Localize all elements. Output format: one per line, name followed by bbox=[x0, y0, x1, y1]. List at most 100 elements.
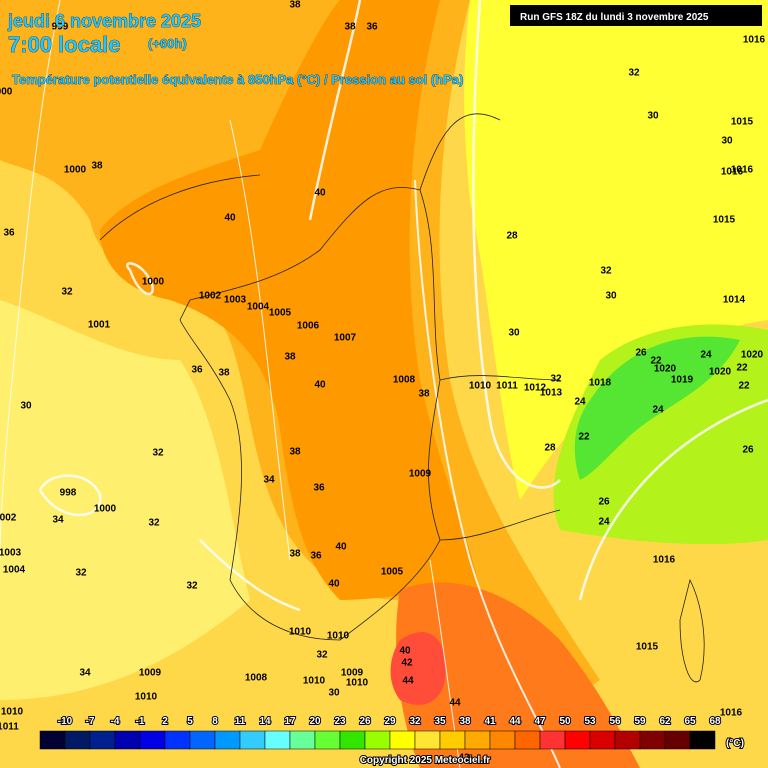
legend-tick: 56 bbox=[609, 716, 621, 727]
map-label: 1010 bbox=[346, 678, 369, 689]
field-green bbox=[574, 336, 740, 480]
map-label: 998 bbox=[60, 488, 77, 499]
legend-tick: -10 bbox=[58, 716, 73, 727]
map-label: 38 bbox=[418, 389, 430, 400]
map-label: 36 bbox=[191, 365, 203, 376]
map-label: 40 bbox=[314, 380, 326, 391]
legend-tick: -7 bbox=[86, 716, 95, 727]
legend-swatch bbox=[489, 730, 516, 750]
legend-swatch bbox=[364, 730, 391, 750]
legend-swatch bbox=[189, 730, 216, 750]
map-label: 1003 bbox=[224, 295, 247, 306]
legend-tick: 14 bbox=[259, 716, 271, 727]
subtitle: Température potentielle équivalente à 85… bbox=[12, 72, 463, 87]
map-label: 1005 bbox=[269, 308, 292, 319]
map-label: 42 bbox=[458, 753, 470, 764]
map-label: 1012 bbox=[524, 383, 547, 394]
map-label: 1010 bbox=[289, 627, 312, 638]
map-label: 38 bbox=[289, 549, 301, 560]
legend-swatch bbox=[139, 730, 166, 750]
field-yellow bbox=[464, 0, 768, 500]
map-label: 1006 bbox=[297, 321, 320, 332]
map-label: 38 bbox=[284, 352, 296, 363]
map-label: 38 bbox=[289, 447, 301, 458]
map-label: 000 bbox=[0, 87, 13, 98]
legend-tick: 47 bbox=[534, 716, 546, 727]
map-label: 1011 bbox=[0, 722, 19, 733]
map-label: 32 bbox=[148, 518, 160, 529]
legend-tick: 8 bbox=[212, 716, 218, 727]
map-label: 1000 bbox=[94, 504, 117, 515]
map-label: 1005 bbox=[381, 567, 404, 578]
map-label: 32 bbox=[61, 287, 73, 298]
legend-swatch bbox=[339, 730, 366, 750]
legend-tick: 23 bbox=[334, 716, 346, 727]
map-label: 1013 bbox=[540, 388, 563, 399]
map-label: 1009 bbox=[341, 668, 364, 679]
map-label: 1009 bbox=[409, 469, 432, 480]
legend-swatch bbox=[464, 730, 491, 750]
legend-tick: 44 bbox=[509, 716, 521, 727]
map-label: 40 bbox=[314, 188, 326, 199]
map-label: 38 bbox=[91, 161, 103, 172]
map-label: 1009 bbox=[139, 668, 162, 679]
map-label: 22 bbox=[736, 363, 748, 374]
map-label: 32 bbox=[628, 68, 640, 79]
map-label: 28 bbox=[506, 231, 518, 242]
time: 7:00 locale bbox=[8, 32, 121, 57]
map-label: 1016 bbox=[743, 35, 766, 46]
field-orange-red bbox=[396, 582, 640, 768]
legend-tick: 5 bbox=[187, 716, 193, 727]
isobar bbox=[472, 0, 561, 489]
map-label: 38 bbox=[344, 22, 356, 33]
legend-swatch bbox=[289, 730, 316, 750]
legend-swatch bbox=[539, 730, 566, 750]
legend-swatch bbox=[564, 730, 591, 750]
legend-swatch bbox=[314, 730, 341, 750]
map-label: 30 bbox=[605, 291, 617, 302]
map-label: 40 bbox=[335, 542, 347, 553]
map-label: 1016 bbox=[653, 555, 676, 566]
map-label: 42 bbox=[401, 658, 413, 669]
map-label: 1018 bbox=[589, 378, 612, 389]
legend-tick: -4 bbox=[111, 716, 120, 727]
map-label: 32 bbox=[600, 266, 612, 277]
legend-swatch bbox=[639, 730, 666, 750]
legend-tick: 11 bbox=[235, 716, 246, 727]
map-label: 1010 bbox=[469, 381, 492, 392]
legend-swatch bbox=[589, 730, 616, 750]
legend-swatch bbox=[239, 730, 266, 750]
map-label: 1004 bbox=[247, 302, 270, 313]
map-label: 32 bbox=[550, 374, 562, 385]
field-light bbox=[0, 300, 250, 700]
legend-tick: 20 bbox=[309, 716, 321, 727]
map-label: 1010 bbox=[135, 692, 158, 703]
run-info: Run GFS 18Z du lundi 3 novembre 2025 bbox=[520, 12, 709, 23]
map-label: 1008 bbox=[393, 375, 416, 386]
legend-unit: (°C) bbox=[726, 738, 744, 749]
isobar bbox=[414, 179, 561, 768]
legend-swatch bbox=[689, 730, 716, 750]
legend-tick: 38 bbox=[459, 716, 471, 727]
map-label: 1015 bbox=[713, 215, 736, 226]
map-label: 1002 bbox=[199, 291, 222, 302]
legend-swatch bbox=[89, 730, 116, 750]
map-label: 30 bbox=[20, 401, 32, 412]
map-label: 1020 bbox=[709, 367, 732, 378]
map-label: 1010 bbox=[327, 631, 350, 642]
run-box bbox=[510, 5, 762, 26]
map-label: 1000 bbox=[64, 165, 87, 176]
map-label: 36 bbox=[3, 228, 15, 239]
legend-tick: 41 bbox=[484, 716, 496, 727]
map-label: 1014 bbox=[723, 295, 746, 306]
legend-swatch bbox=[514, 730, 541, 750]
legend-tick: 53 bbox=[584, 716, 596, 727]
map-label: 1001 bbox=[88, 320, 111, 331]
map-label: 1008 bbox=[245, 673, 268, 684]
map-label: 28 bbox=[544, 443, 556, 454]
map-label: 002 bbox=[0, 513, 17, 524]
map-label: 1016 bbox=[720, 708, 743, 719]
isobar bbox=[578, 398, 768, 601]
